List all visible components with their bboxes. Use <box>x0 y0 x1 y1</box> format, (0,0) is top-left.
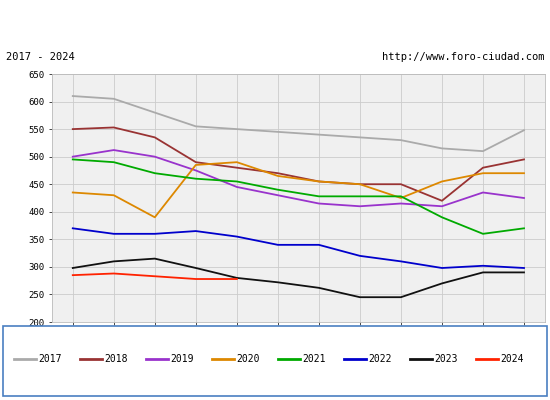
Text: 2018: 2018 <box>104 354 128 364</box>
Text: Evolucion del paro registrado en Cacabelos: Evolucion del paro registrado en Cacabel… <box>99 14 451 28</box>
Text: 2017: 2017 <box>39 354 62 364</box>
Text: 2023: 2023 <box>434 354 458 364</box>
Text: 2017 - 2024: 2017 - 2024 <box>6 52 74 62</box>
Text: http://www.foro-ciudad.com: http://www.foro-ciudad.com <box>382 52 544 62</box>
Text: 2020: 2020 <box>236 354 260 364</box>
Text: 2022: 2022 <box>368 354 392 364</box>
Text: 2021: 2021 <box>302 354 326 364</box>
Text: 2024: 2024 <box>500 354 524 364</box>
Text: 2019: 2019 <box>170 354 194 364</box>
